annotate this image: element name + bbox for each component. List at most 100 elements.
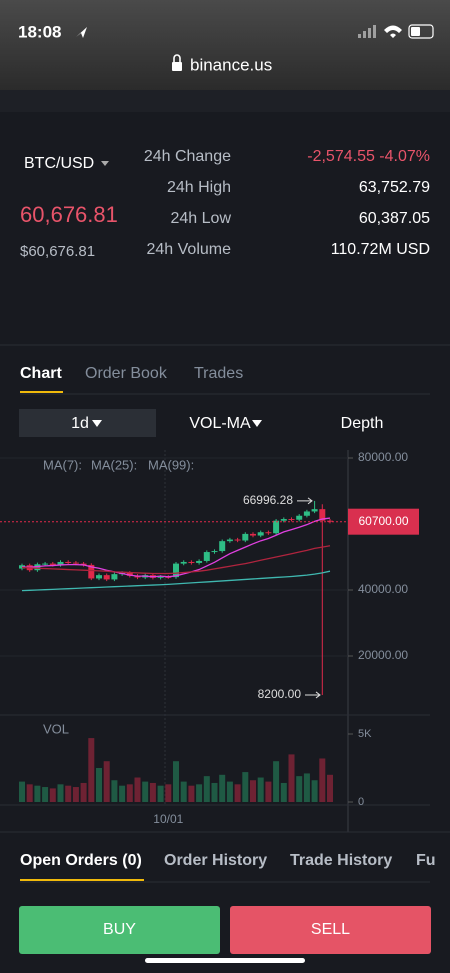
candle-body bbox=[80, 563, 87, 565]
lock-icon bbox=[172, 62, 182, 71]
ma-line bbox=[21, 517, 331, 578]
volume-bar bbox=[196, 784, 203, 802]
volume-bar bbox=[226, 781, 233, 802]
candle-body bbox=[57, 561, 64, 565]
stat-value: 60,387.05 bbox=[359, 210, 430, 227]
volume-bar bbox=[42, 787, 49, 802]
order-tab[interactable]: Open Orders (0) bbox=[20, 852, 142, 869]
y-tick-label: 0 bbox=[358, 796, 364, 808]
signal-icon bbox=[358, 25, 376, 38]
tabs: Chart Order Book Trades bbox=[20, 365, 243, 382]
sell-button[interactable] bbox=[230, 906, 431, 954]
volume-bar bbox=[57, 784, 64, 802]
candle-body bbox=[188, 561, 195, 563]
pair[interactable]: BTC/USD bbox=[24, 155, 94, 172]
current-price-label: 60700.00 bbox=[358, 514, 408, 528]
candle-body bbox=[250, 533, 256, 536]
volume-bar bbox=[72, 787, 79, 802]
candle-body bbox=[65, 561, 72, 563]
candle-body bbox=[257, 532, 264, 536]
indicator[interactable]: VOL-MA bbox=[189, 415, 251, 432]
tab-underline bbox=[20, 391, 63, 393]
candle-body bbox=[34, 564, 41, 571]
volume-bar bbox=[142, 781, 149, 802]
volume-bar bbox=[134, 777, 141, 802]
y-tick-label: 40000.00 bbox=[358, 582, 408, 596]
y-tick-label: 20000.00 bbox=[358, 648, 408, 662]
volume-bar bbox=[303, 773, 310, 802]
stat-label: 24h Low bbox=[171, 210, 232, 227]
volume-bar bbox=[111, 780, 118, 802]
ma-label: MA(25): bbox=[91, 457, 137, 472]
candle-body bbox=[273, 520, 280, 534]
stat-value: -2,574.55 -4.07% bbox=[307, 148, 430, 165]
caret bbox=[92, 420, 102, 427]
y-tick-label: 5K bbox=[358, 728, 372, 740]
buy-button[interactable] bbox=[19, 906, 220, 954]
tab[interactable]: Chart bbox=[20, 365, 62, 382]
volume-bar bbox=[211, 782, 218, 802]
candle-body bbox=[196, 560, 203, 563]
candle-body bbox=[126, 572, 133, 576]
volume-bar bbox=[280, 782, 287, 802]
candle-body bbox=[49, 563, 56, 565]
current-price-box bbox=[348, 508, 419, 535]
candle-body bbox=[103, 575, 110, 580]
ma-label: MA(7): bbox=[43, 457, 82, 472]
volume-bar bbox=[311, 780, 318, 802]
volume-bar bbox=[327, 774, 333, 802]
candle-body bbox=[226, 539, 233, 542]
candle-body bbox=[242, 533, 249, 541]
candle-body bbox=[219, 541, 226, 552]
volume-bar bbox=[157, 785, 164, 802]
url[interactable]: binance.us bbox=[190, 55, 272, 74]
tab[interactable]: Order Book bbox=[85, 365, 168, 382]
volume-bar bbox=[26, 784, 33, 802]
high-label: 66996.28 bbox=[243, 493, 293, 507]
candle-body bbox=[42, 563, 49, 565]
volume-bar bbox=[19, 781, 25, 802]
price-usd: $60,676.81 bbox=[20, 243, 95, 260]
volume-bar bbox=[265, 781, 272, 802]
stat-value: 63,752.79 bbox=[359, 179, 430, 196]
volume-bar bbox=[242, 772, 249, 802]
order-tab[interactable]: Fu bbox=[416, 852, 436, 869]
order-tab[interactable]: Order History bbox=[164, 852, 267, 869]
low-label: 8200.00 bbox=[258, 687, 302, 701]
tab-underline bbox=[20, 879, 144, 881]
y-tick-label: 80000.00 bbox=[358, 450, 408, 464]
volume-bar bbox=[273, 761, 280, 802]
low-arrow bbox=[305, 691, 321, 699]
candle-body bbox=[265, 532, 272, 534]
caret bbox=[252, 420, 262, 427]
volume-bar bbox=[65, 785, 72, 802]
interval-box[interactable] bbox=[19, 409, 156, 437]
stat-label: 24h Change bbox=[144, 148, 231, 165]
depth[interactable]: Depth bbox=[341, 415, 384, 432]
volume-bar bbox=[234, 784, 241, 802]
candle-body bbox=[203, 552, 210, 561]
candle-body bbox=[234, 539, 241, 541]
ma-label: MA(99): bbox=[148, 457, 194, 472]
time: 18:08 bbox=[18, 22, 61, 41]
ma-line bbox=[21, 545, 331, 575]
volume-bar bbox=[119, 785, 126, 802]
interval[interactable]: 1d bbox=[71, 415, 89, 432]
stats: 24h Change -2,574.55 -4.07% 24h High 63,752… bbox=[144, 148, 430, 258]
volume-bar bbox=[319, 758, 326, 802]
volume-label: VOL bbox=[43, 721, 69, 736]
volume-bar bbox=[219, 774, 226, 802]
volume-bar bbox=[288, 754, 295, 802]
order-tab[interactable]: Trade History bbox=[290, 852, 392, 869]
volume-bar bbox=[49, 788, 56, 802]
volume-bar bbox=[165, 784, 172, 802]
candle-body bbox=[280, 519, 287, 521]
pair-caret bbox=[101, 161, 109, 166]
tab[interactable]: Trades bbox=[194, 365, 243, 382]
sell-label[interactable]: SELL bbox=[311, 921, 350, 938]
buy-label[interactable]: BUY bbox=[103, 921, 136, 938]
volume-bar bbox=[203, 776, 210, 802]
ma-line bbox=[21, 570, 331, 592]
candle-body bbox=[157, 576, 164, 578]
stat-value: 110.72M USD bbox=[331, 241, 430, 258]
